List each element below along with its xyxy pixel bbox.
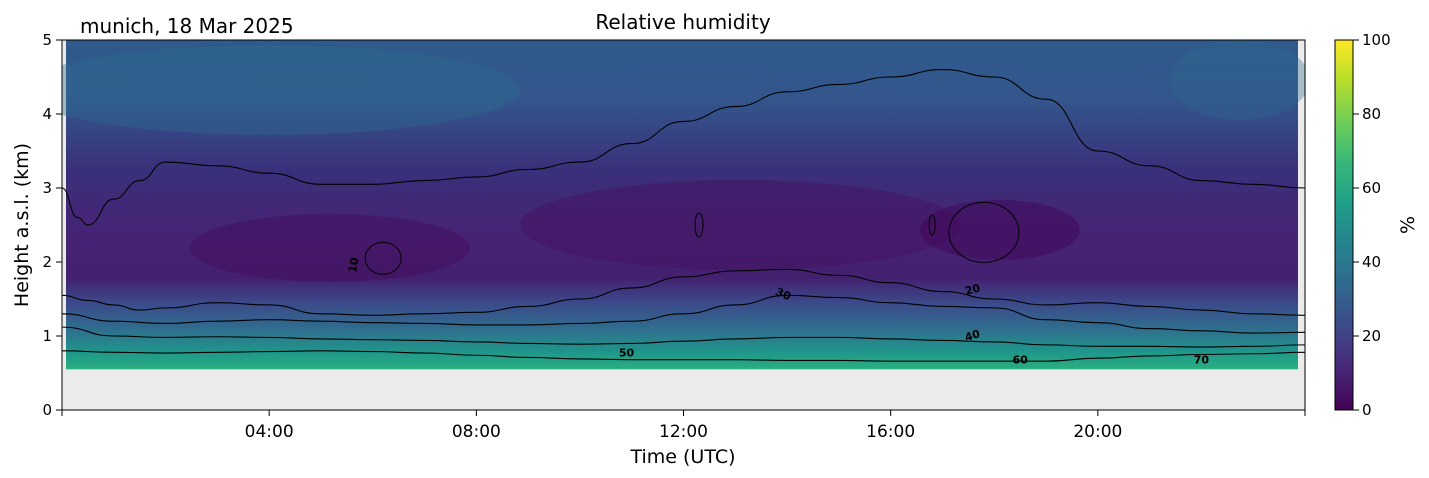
chart-title: Relative humidity (595, 10, 770, 34)
y-axis: 0 1 2 3 4 5 (42, 31, 62, 419)
contour-labels: 10 30 20 40 50 60 70 (346, 256, 1209, 366)
dry-patch (190, 214, 470, 282)
colorbar-label: % (1397, 216, 1419, 234)
contour-cell-10 (694, 212, 704, 238)
x-axis: 04:00 08:00 12:00 16:00 20:00 (61, 410, 1306, 442)
humidity-field (66, 40, 1298, 370)
moist-patch (62, 45, 520, 135)
moist-patch (1170, 40, 1305, 120)
contour-lines (62, 69, 1305, 362)
contour-cell-10 (928, 214, 936, 236)
contour-line-30 (62, 294, 1305, 334)
colorbar-tick-label: 80 (1362, 105, 1381, 123)
contour-label: 60 (1012, 353, 1028, 366)
y-tick-label: 3 (42, 179, 52, 197)
contour-line-10 (62, 69, 1305, 226)
dry-patches (62, 40, 1305, 282)
contour-cell-10 (364, 241, 402, 275)
contour-label: 40 (963, 327, 982, 344)
colorbar-gradient (1334, 39, 1354, 411)
plot-area: 10 30 20 40 50 60 70 (61, 39, 1306, 411)
colorbar-tick-label: 40 (1362, 253, 1381, 271)
y-tick-label: 4 (42, 105, 52, 123)
x-tick-label: 04:00 (245, 422, 294, 442)
x-tick-label: 12:00 (659, 422, 708, 442)
y-tick-label: 0 (42, 401, 52, 419)
contour-label: 30 (774, 285, 793, 303)
x-tick-label: 16:00 (866, 422, 915, 442)
dry-patch (920, 200, 1080, 260)
colorbar-tick-label: 0 (1362, 401, 1372, 419)
x-axis-label: Time (UTC) (629, 446, 735, 468)
colorbar-tick-label: 60 (1362, 179, 1381, 197)
contour-label: 10 (346, 256, 362, 274)
y-tick-label: 2 (42, 253, 52, 271)
contour-line-50 (62, 350, 1305, 362)
colorbar-tick-label: 20 (1362, 327, 1381, 345)
x-tick-label: 20:00 (1073, 422, 1122, 442)
location-date-label: munich, 18 Mar 2025 (80, 14, 294, 38)
y-axis-label: Height a.s.l. (km) (11, 143, 33, 307)
contour-label: 70 (1194, 353, 1210, 366)
contour-cell-10 (948, 201, 1020, 263)
colorbar-tick-label: 100 (1362, 31, 1391, 49)
colorbar: 0 20 40 60 80 100 % (1334, 31, 1419, 419)
contour-label: 20 (964, 281, 982, 298)
contour-line-20 (62, 268, 1305, 316)
contour-label: 50 (619, 347, 635, 360)
y-tick-label: 1 (42, 327, 52, 345)
x-tick-label: 08:00 (452, 422, 501, 442)
y-tick-label: 5 (42, 31, 52, 49)
contour-line-40 (62, 326, 1305, 348)
dry-patch (520, 180, 960, 270)
colorbar-ticks: 0 20 40 60 80 100 (1353, 31, 1391, 419)
